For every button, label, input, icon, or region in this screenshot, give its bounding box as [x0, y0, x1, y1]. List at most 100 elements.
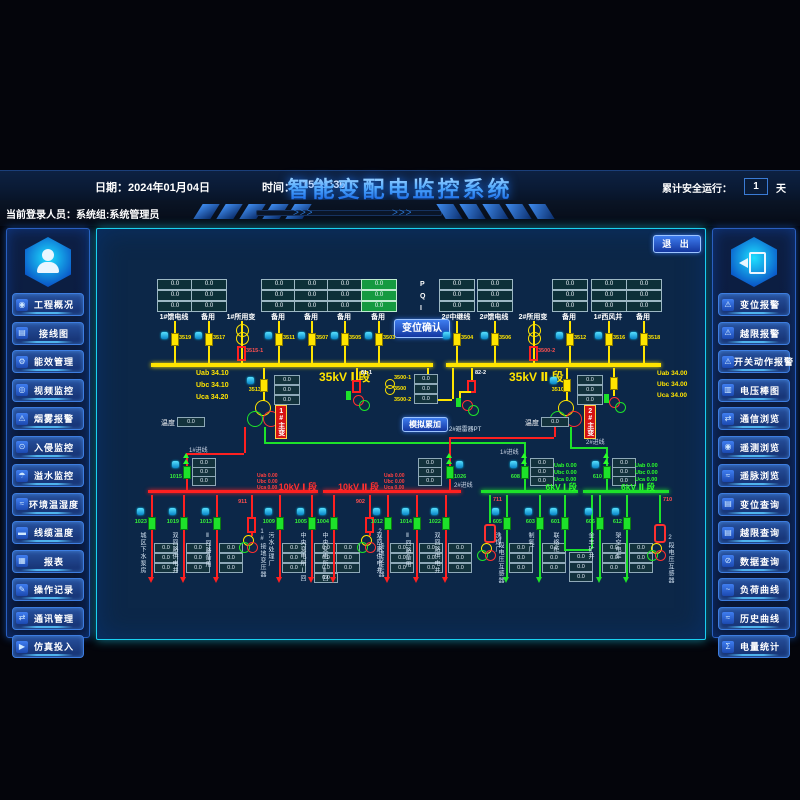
sidebar-button[interactable]: ⚠ 开关动作报警 — [718, 350, 793, 373]
feeder-breaker[interactable] — [180, 517, 188, 530]
breaker[interactable] — [610, 377, 618, 390]
telemetry-icon[interactable] — [298, 332, 305, 339]
telemetry-icon[interactable] — [456, 461, 463, 468]
sidebar-button[interactable]: ▤ 变位查询 — [718, 492, 790, 516]
winding-circle — [485, 550, 496, 561]
exit-button[interactable]: 退 出 — [653, 235, 701, 253]
breaker[interactable] — [308, 333, 316, 346]
telemetry-icon[interactable] — [510, 461, 517, 468]
sidebar-button[interactable]: ⚙ 能效管理 — [12, 350, 84, 373]
incomer-breaker[interactable] — [183, 466, 191, 479]
sidebar-button[interactable]: ⊙ 入侵监控 — [12, 435, 84, 459]
breaker[interactable] — [491, 333, 499, 346]
telemetry-icon[interactable] — [365, 332, 372, 339]
feeder-breaker[interactable] — [384, 517, 392, 530]
feeder-breaker[interactable] — [536, 517, 544, 530]
sidebar-button[interactable]: ⇄ 通信浏览 — [718, 407, 790, 430]
sidebar-button[interactable]: ▥ 电压棒图 — [718, 378, 790, 402]
incomer-breaker[interactable] — [446, 466, 454, 479]
sidebar-button[interactable]: ▤ 越限查询 — [718, 521, 790, 544]
feeder-breaker[interactable] — [503, 517, 511, 530]
telemetry-icon[interactable] — [137, 508, 144, 515]
telemetry-icon[interactable] — [402, 508, 409, 515]
sidebar-button[interactable]: ✎ 操作记录 — [12, 578, 84, 601]
telemetry-icon[interactable] — [550, 508, 557, 515]
breaker[interactable] — [563, 379, 571, 392]
breaker[interactable] — [275, 333, 283, 346]
sidebar-button[interactable]: ≈ 历史曲线 — [718, 606, 790, 630]
sidebar-button[interactable]: ▶ 仿真投入 — [12, 635, 84, 658]
bus-6kv-1 — [481, 490, 578, 493]
telemetry-icon[interactable] — [630, 332, 637, 339]
sidebar-button[interactable]: ⊘ 数据查询 — [718, 549, 790, 573]
feeder-breaker[interactable] — [561, 517, 569, 530]
sidebar-button[interactable]: ⚠ 越限报警 — [718, 321, 790, 345]
sidebar-button[interactable]: ⚠ 烟雾报警 — [12, 407, 84, 430]
breaker-open[interactable] — [352, 380, 361, 393]
feeder-breaker[interactable] — [442, 517, 450, 530]
feeder-breaker[interactable] — [308, 517, 316, 530]
feeder-breaker[interactable] — [148, 517, 156, 530]
feeder-breaker[interactable] — [276, 517, 284, 530]
feeder-breaker[interactable] — [330, 517, 338, 530]
sidebar-button[interactable]: ☂ 溢水监控 — [12, 464, 84, 487]
telemetry-icon[interactable] — [585, 508, 592, 515]
telemetry-icon[interactable] — [161, 332, 168, 339]
meter-box: 0.0 — [390, 543, 414, 553]
sidebar-button[interactable]: Σ 电量统计 — [718, 635, 790, 658]
feeder-breaker[interactable] — [623, 517, 631, 530]
feeder-breaker[interactable] — [413, 517, 421, 530]
breaker[interactable] — [453, 333, 461, 346]
telemetry-icon[interactable] — [169, 508, 176, 515]
breaker[interactable] — [341, 333, 349, 346]
breaker[interactable] — [205, 333, 213, 346]
telemetry-icon[interactable] — [492, 508, 499, 515]
telemetry-icon[interactable] — [592, 461, 599, 468]
sidebar-button[interactable]: ◎ 视频监控 — [12, 378, 84, 402]
incomer-breaker[interactable] — [521, 466, 529, 479]
telemetry-icon[interactable] — [331, 332, 338, 339]
telemetry-icon[interactable] — [373, 508, 380, 515]
telemetry-icon[interactable] — [319, 508, 326, 515]
breaker[interactable] — [605, 333, 613, 346]
sidebar-button[interactable]: ▦ 报表 — [12, 549, 84, 573]
breaker[interactable] — [566, 333, 574, 346]
telemetry-icon[interactable] — [595, 332, 602, 339]
feeder-breaker[interactable] — [596, 517, 604, 530]
telemetry-icon[interactable] — [265, 508, 272, 515]
telemetry-icon[interactable] — [172, 461, 179, 468]
sidebar-button[interactable]: ◉ 遥测浏览 — [718, 435, 790, 459]
sidebar-button[interactable]: ~ 负荷曲线 — [718, 578, 790, 601]
telemetry-icon[interactable] — [202, 508, 209, 515]
telemetry-icon[interactable] — [265, 332, 272, 339]
confirm-displacement-button[interactable]: 变位确认 — [394, 319, 450, 338]
sidebar-button[interactable]: ▤ 接线图 — [12, 321, 84, 345]
breaker[interactable] — [260, 379, 268, 392]
breaker-open[interactable] — [529, 346, 538, 361]
telemetry-icon[interactable] — [612, 508, 619, 515]
sidebar-button[interactable]: ⚠ 变位报警 — [718, 293, 790, 316]
sidebar-button[interactable]: ◉ 工程概况 — [12, 293, 84, 316]
breaker[interactable] — [640, 333, 648, 346]
telemetry-icon[interactable] — [247, 377, 254, 384]
breaker-open[interactable] — [467, 380, 476, 393]
telemetry-icon[interactable] — [550, 377, 557, 384]
telemetry-icon[interactable] — [297, 508, 304, 515]
sidebar-button[interactable]: ⇄ 通讯管理 — [12, 606, 84, 630]
breaker[interactable] — [171, 333, 179, 346]
telemetry-icon[interactable] — [481, 332, 488, 339]
telemetry-icon[interactable] — [431, 508, 438, 515]
sidebar-button[interactable]: ≈ 环境温湿度 — [12, 492, 84, 516]
simulate-button[interactable]: 模拟累加 — [402, 417, 448, 432]
sidebar-button[interactable]: ≈ 遥脉浏览 — [718, 464, 790, 487]
breaker-open[interactable] — [237, 346, 246, 361]
sidebar-button[interactable]: ▬ 线缆温度 — [12, 521, 84, 544]
telemetry-icon[interactable] — [525, 508, 532, 515]
feeder-breaker[interactable] — [213, 517, 221, 530]
telemetry-icon[interactable] — [443, 332, 450, 339]
telemetry-icon[interactable] — [195, 332, 202, 339]
incomer-breaker[interactable] — [603, 466, 611, 479]
flow-arrow-icon — [603, 453, 609, 458]
telemetry-icon[interactable] — [556, 332, 563, 339]
breaker[interactable] — [375, 333, 383, 346]
